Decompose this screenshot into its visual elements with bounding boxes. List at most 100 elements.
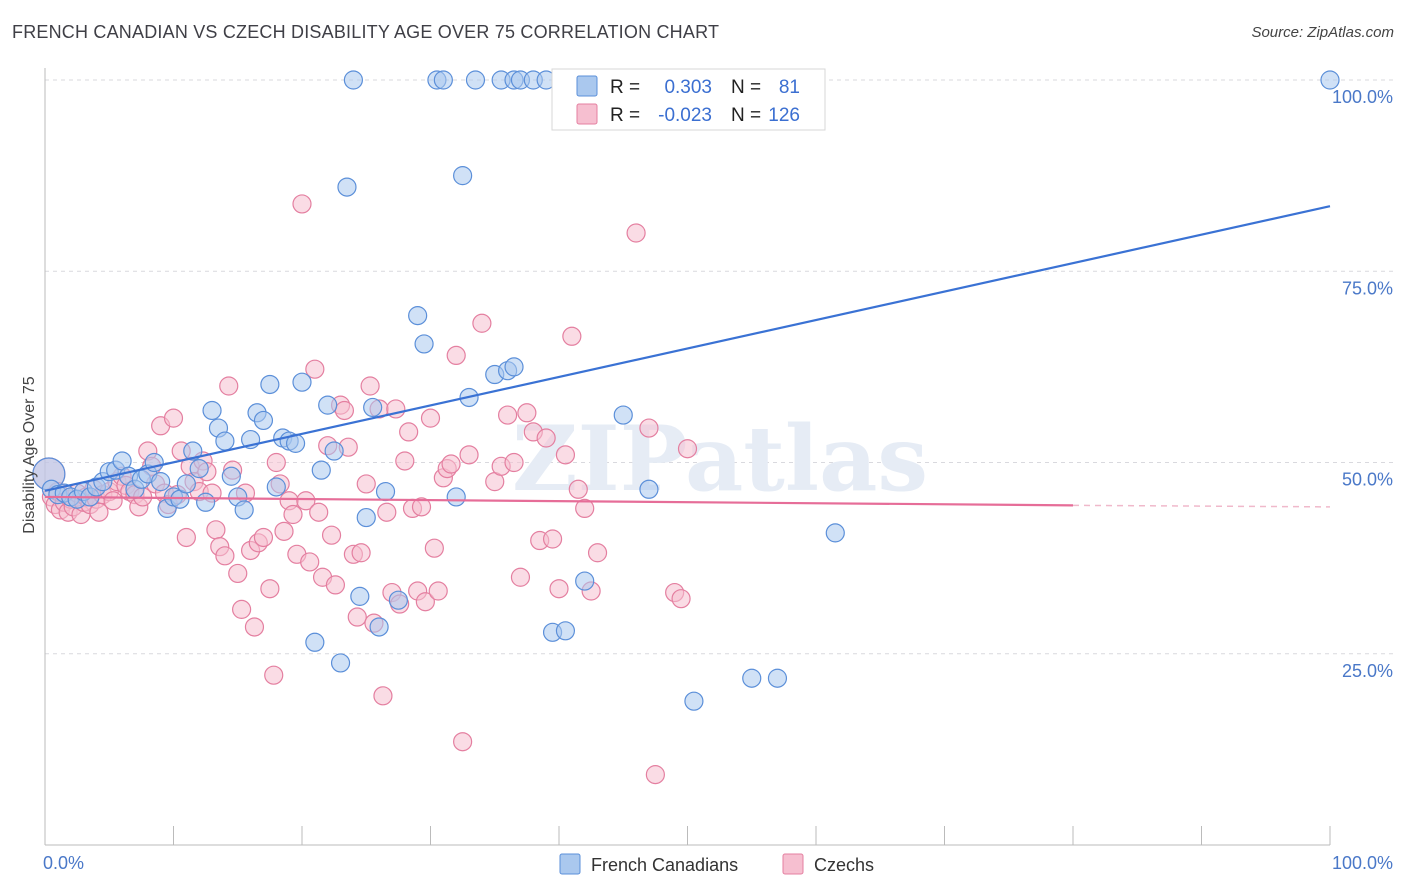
legend-n-label: N = bbox=[731, 105, 761, 126]
czech-point bbox=[309, 502, 329, 522]
french-canadian-point bbox=[324, 441, 344, 461]
czech-point bbox=[103, 491, 123, 511]
french-canadian-point bbox=[375, 481, 396, 502]
czech-point bbox=[677, 439, 698, 459]
czech-point bbox=[587, 543, 608, 563]
trend-lines bbox=[44, 205, 1331, 508]
czech-point bbox=[562, 326, 582, 346]
french-canadian-point bbox=[196, 492, 216, 512]
legend-n-value: 126 bbox=[768, 105, 800, 126]
czech-point bbox=[415, 592, 435, 612]
czech-point bbox=[300, 552, 320, 572]
czech-trend-line-extension bbox=[1072, 504, 1331, 508]
french-canadian-point bbox=[504, 357, 524, 377]
french-canadian-point bbox=[189, 459, 209, 479]
french-canadian-point bbox=[684, 691, 704, 711]
czech-point bbox=[176, 527, 196, 548]
czech-point bbox=[283, 504, 303, 525]
french-canadian-point bbox=[433, 70, 453, 90]
bottom-legend-label: Czechs bbox=[814, 855, 874, 875]
x-tick-label: 100.0% bbox=[1332, 853, 1393, 873]
french-canadian-point bbox=[305, 632, 325, 652]
french-canadian-trend-line bbox=[44, 205, 1331, 492]
french-canadian-point bbox=[742, 668, 762, 688]
french-canadian-point bbox=[221, 466, 241, 486]
french-canadian-point bbox=[350, 586, 370, 606]
french-canadian-point bbox=[234, 500, 254, 520]
legend-swatch bbox=[576, 75, 598, 97]
czech-point bbox=[215, 546, 235, 566]
french-canadian-point bbox=[388, 590, 408, 610]
czech-point bbox=[411, 497, 432, 517]
bottom-legend-swatch bbox=[559, 853, 581, 875]
czech-point bbox=[253, 527, 274, 548]
french-canadian-point bbox=[253, 410, 274, 431]
czech-point bbox=[321, 525, 342, 545]
french-canadian-point bbox=[575, 571, 595, 591]
czech-point bbox=[305, 359, 325, 379]
french-canadian-point bbox=[555, 621, 576, 641]
french-canadian-point bbox=[639, 479, 659, 499]
czech-point bbox=[334, 400, 355, 421]
bottom-legend-swatch bbox=[782, 853, 804, 875]
french-canadian-point bbox=[183, 441, 203, 461]
czech-point bbox=[264, 665, 284, 685]
grid-lines bbox=[45, 79, 1395, 655]
czech-point bbox=[228, 563, 248, 584]
czech-point bbox=[498, 405, 518, 425]
czech-point bbox=[542, 529, 563, 549]
legend-n-value: 81 bbox=[779, 77, 800, 98]
legend-r-label: R = bbox=[610, 105, 640, 126]
czech-point bbox=[639, 418, 659, 438]
y-axis-label: Disability Age Over 75 bbox=[21, 376, 38, 534]
czech-point bbox=[645, 765, 665, 785]
czech-point bbox=[428, 581, 448, 601]
french-canadian-point bbox=[343, 70, 363, 90]
legend-r-value: -0.023 bbox=[658, 105, 712, 126]
czech-point bbox=[232, 599, 252, 619]
french-canadian-point bbox=[363, 397, 383, 418]
czech-trend-line bbox=[44, 495, 1074, 507]
czech-point bbox=[377, 502, 397, 522]
french-canadian-point bbox=[453, 166, 473, 186]
x-tick-label: 0.0% bbox=[43, 853, 84, 873]
czech-point bbox=[274, 521, 294, 541]
axes bbox=[44, 68, 1331, 846]
czech-point bbox=[441, 454, 461, 474]
czech-point bbox=[373, 686, 393, 706]
legend-swatch bbox=[576, 103, 598, 125]
czech-point bbox=[536, 428, 556, 448]
czech-point bbox=[399, 422, 419, 442]
czech-point bbox=[420, 408, 441, 428]
czech-point bbox=[517, 403, 537, 423]
czech-point bbox=[244, 617, 265, 637]
czech-point bbox=[163, 408, 184, 428]
french-canadian-point bbox=[446, 487, 466, 507]
czech-point bbox=[292, 194, 312, 214]
czech-point bbox=[568, 479, 588, 499]
czech-point bbox=[325, 575, 346, 595]
legend-r-label: R = bbox=[610, 77, 640, 98]
french-canadian-point bbox=[311, 460, 331, 480]
czech-point bbox=[626, 223, 646, 243]
french-canadian-point bbox=[465, 70, 486, 90]
czech-point bbox=[347, 607, 367, 627]
czech-point bbox=[260, 579, 280, 599]
french-canadian-point bbox=[767, 668, 788, 688]
czech-point bbox=[671, 589, 691, 609]
czech-point bbox=[510, 567, 531, 587]
czech-point bbox=[446, 345, 466, 365]
tick-labels: 100.0% 75.0% 50.0% 25.0% 0.0% 100.0% bbox=[43, 87, 1393, 873]
czech-point bbox=[472, 313, 492, 333]
czech-point bbox=[459, 445, 479, 465]
french-canadian-point bbox=[337, 177, 357, 197]
chart-source: Source: ZipAtlas.com bbox=[1251, 24, 1394, 41]
y-tick-label: 75.0% bbox=[1342, 278, 1393, 298]
legend-box: R = 0.303 N = 81 R = -0.023 N = 126 bbox=[551, 68, 826, 131]
french-canadian-point bbox=[330, 653, 351, 673]
french-canadian-point bbox=[266, 477, 286, 497]
czech-point bbox=[504, 452, 524, 473]
y-tick-label: 50.0% bbox=[1342, 470, 1393, 490]
legend-n-label: N = bbox=[731, 77, 761, 98]
